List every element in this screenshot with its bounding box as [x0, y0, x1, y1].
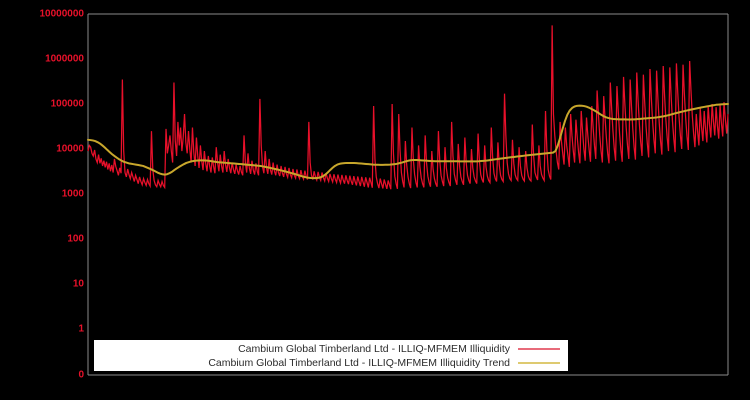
y-axis-tick-label: 100000 [51, 99, 85, 110]
axis-frame [87, 13, 729, 376]
illiquidity-trend-line [87, 103, 729, 180]
legend-entry-label: Cambium Global Timberland Ltd - ILLIQ-MF… [238, 343, 511, 355]
chart-series-group [87, 25, 729, 190]
y-axis-tick-label: 1000 [62, 189, 85, 200]
y-axis-tick-label: 10000 [56, 144, 84, 155]
y-axis-tick-label: 0 [78, 370, 84, 381]
legend-entry-label: Cambium Global Timberland Ltd - ILLIQ-MF… [208, 357, 510, 369]
y-axis-tick-label: 10000000 [40, 9, 85, 20]
plot-background [88, 14, 728, 375]
y-axis-tick-label: 100 [67, 234, 84, 245]
legend-background [94, 340, 568, 371]
y-axis-tick-label: 1 [78, 324, 84, 335]
chart-legend: Cambium Global Timberland Ltd - ILLIQ-MF… [94, 340, 568, 371]
y-axis-tick-label: 1000000 [45, 54, 84, 65]
y-axis-tick-label: 10 [73, 279, 85, 290]
